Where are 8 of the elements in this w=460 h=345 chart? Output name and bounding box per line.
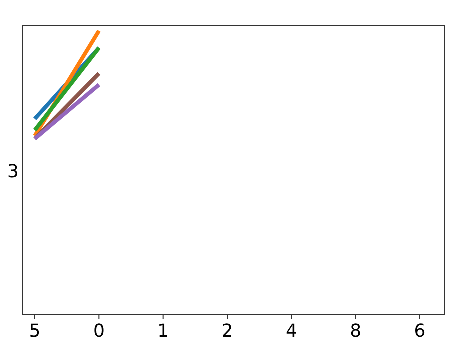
x-tick-label: 4: [286, 321, 298, 342]
x-tick-label: 0: [93, 321, 105, 342]
x-tick-label: 1: [158, 321, 170, 342]
x-tick-label: 5: [29, 321, 41, 342]
x-tick-label: 2: [222, 321, 234, 342]
x-tick-label: 6: [414, 321, 426, 342]
text: 3: [8, 162, 19, 182]
x-tick-label: 8: [350, 321, 362, 342]
